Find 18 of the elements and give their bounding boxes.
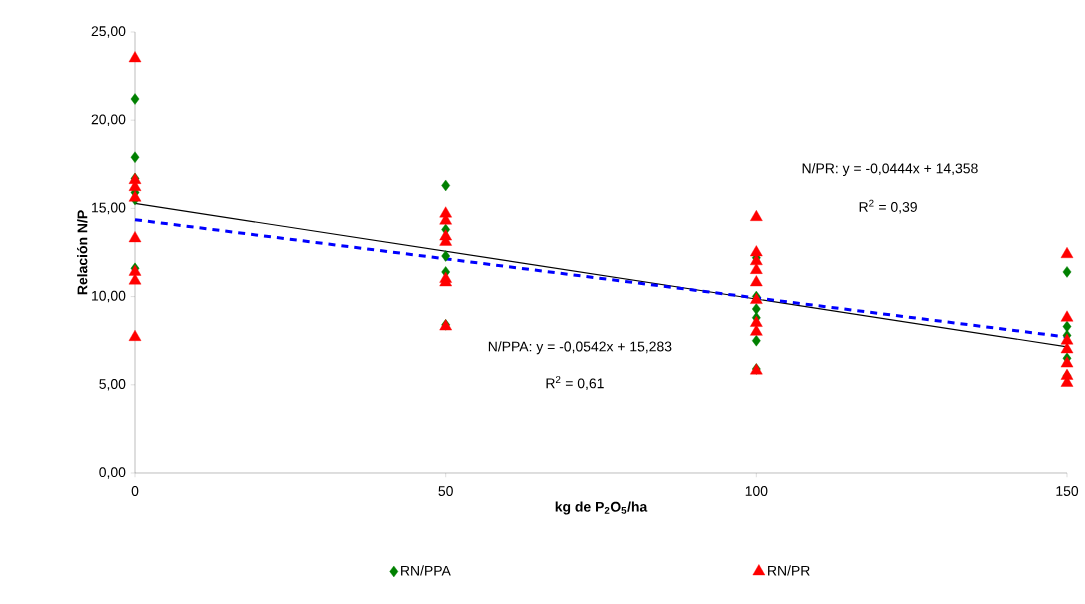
y-tick-label: 10,00 [92, 290, 126, 303]
y-tick-label: 5,00 [99, 379, 126, 391]
x-axis-title: kg de P$_{2}$O$_{5}$/ha [555, 501, 648, 515]
annotation: R$^{2}$ = 0,61 [546, 376, 604, 390]
y-tick-label: 15,00 [92, 202, 126, 215]
annotation: R$^{2}$ = 0,39 [859, 199, 917, 214]
y-tick-label: 20,00 [91, 114, 126, 126]
legend-label: RN/PPA [401, 565, 451, 576]
y-axis-title: Relación N/P [76, 210, 88, 295]
x-tick-label: 50 [438, 486, 453, 496]
annotation: N/PR: y = -0,0444x + 14,358 [802, 163, 978, 177]
x-tick-label: 0 [131, 486, 139, 496]
legend-label: RN/PR [768, 565, 810, 576]
x-tick-label: 150 [1056, 486, 1079, 496]
x-tick-label: 100 [745, 486, 768, 496]
annotation: N/PPA: y = -0,0542x + 15,283 [488, 341, 672, 355]
y-tick-label: 25,00 [91, 26, 126, 38]
y-tick-label: 0,00 [99, 467, 126, 479]
